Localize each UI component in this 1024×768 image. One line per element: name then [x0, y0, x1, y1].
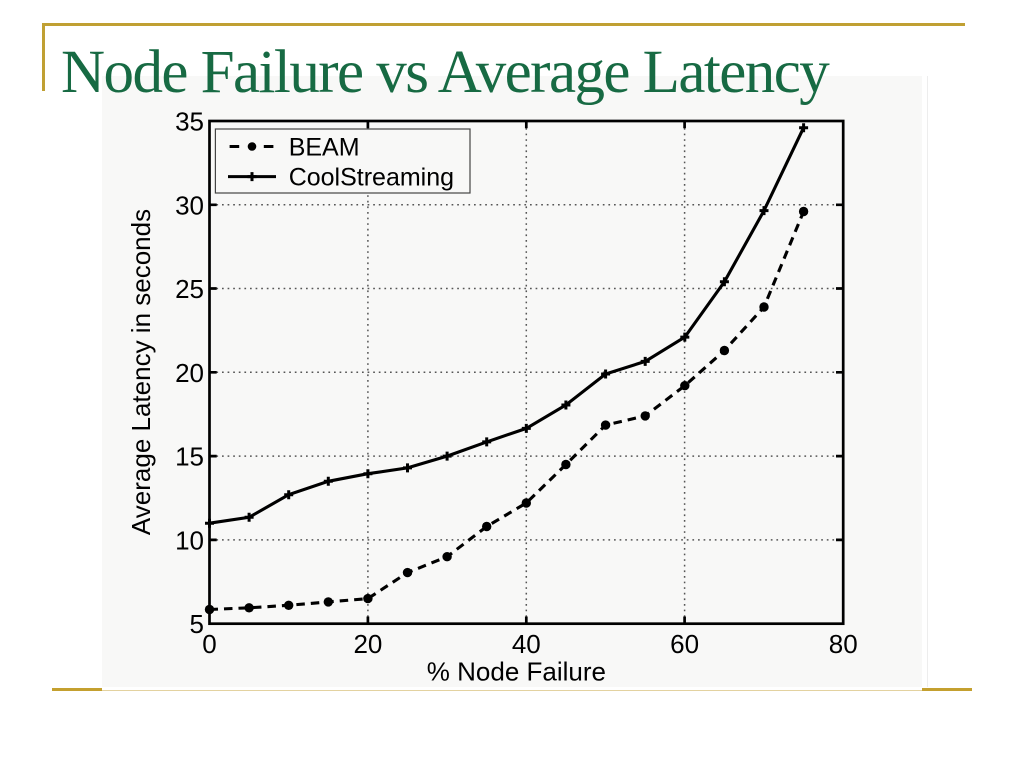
svg-text:35: 35 — [175, 107, 204, 137]
svg-text:30: 30 — [175, 190, 204, 220]
svg-text:40: 40 — [512, 629, 541, 659]
svg-text:0: 0 — [202, 629, 216, 659]
svg-text:CoolStreaming: CoolStreaming — [289, 164, 454, 192]
svg-text:BEAM: BEAM — [289, 134, 360, 162]
svg-text:80: 80 — [829, 629, 858, 659]
svg-text:25: 25 — [175, 274, 204, 304]
svg-text:20: 20 — [353, 629, 382, 659]
svg-text:60: 60 — [670, 629, 699, 659]
svg-text:% Node Failure: % Node Failure — [427, 657, 606, 687]
svg-text:20: 20 — [175, 358, 204, 388]
svg-text:5: 5 — [190, 609, 204, 639]
svg-text:Average Latency in seconds: Average Latency in seconds — [126, 209, 156, 535]
svg-text:10: 10 — [175, 525, 204, 555]
svg-text:15: 15 — [175, 442, 204, 472]
